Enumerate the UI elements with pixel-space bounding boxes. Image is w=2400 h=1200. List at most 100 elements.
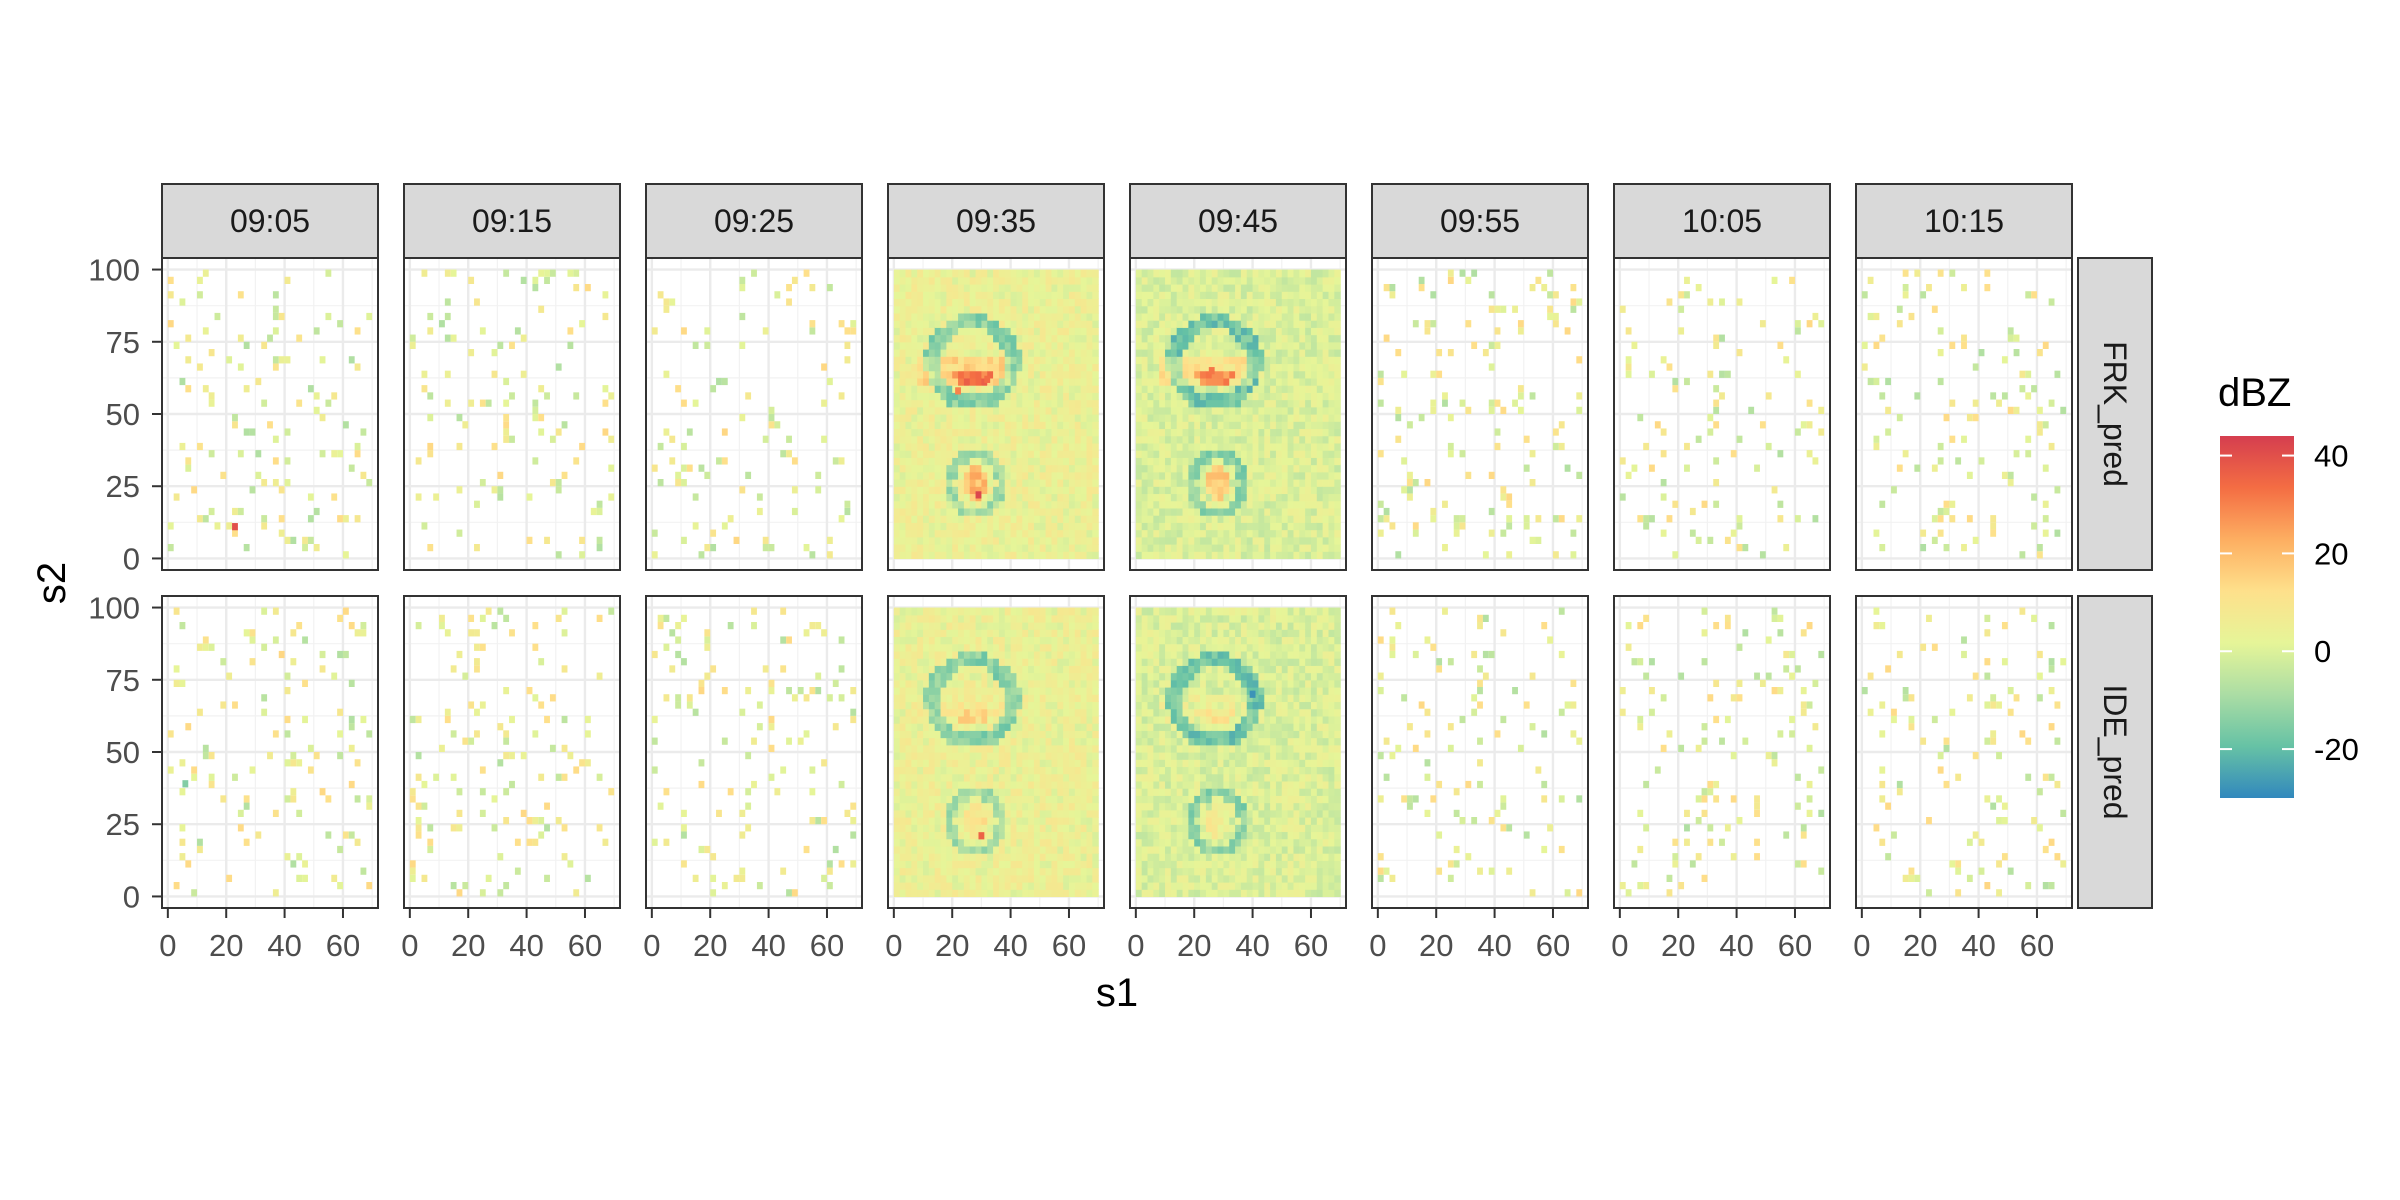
- heatmap-cell: [360, 629, 367, 637]
- heatmap-cell: [1576, 406, 1583, 414]
- heatmap-cell: [905, 464, 912, 473]
- heatmap-cell: [1092, 356, 1099, 365]
- heatmap-cell: [1310, 435, 1318, 444]
- heatmap-cell: [1010, 853, 1018, 861]
- heatmap-cell: [202, 752, 209, 760]
- heatmap-cell: [899, 536, 907, 545]
- heatmap-cell: [809, 788, 816, 796]
- heatmap-cell: [1316, 363, 1324, 372]
- heatmap-cell: [963, 715, 971, 724]
- heatmap-cell: [1920, 529, 1927, 537]
- heatmap-cell: [1517, 327, 1524, 335]
- heatmap-cell: [716, 809, 722, 817]
- heatmap-cell: [809, 320, 816, 328]
- heatmap-cell: [975, 305, 983, 314]
- heatmap-cell: [893, 399, 901, 408]
- heatmap-cell: [946, 536, 953, 545]
- heatmap-cell: [1235, 493, 1242, 502]
- heatmap-cell: [981, 544, 988, 552]
- heatmap-cell: [1328, 320, 1335, 328]
- heatmap-cell: [1322, 414, 1330, 422]
- heatmap-cell: [1051, 298, 1058, 307]
- heatmap-cell: [1039, 284, 1047, 292]
- heatmap-cell: [946, 544, 953, 552]
- heatmap-cell: [1188, 507, 1195, 516]
- heatmap-cell: [1275, 284, 1283, 292]
- heatmap-cell: [1016, 824, 1023, 833]
- heatmap-cell: [1080, 522, 1088, 531]
- heatmap-cell: [1713, 457, 1720, 465]
- heatmap-cell: [1287, 464, 1295, 473]
- heatmap-cell: [958, 291, 965, 300]
- heatmap-cell: [669, 629, 676, 637]
- heatmap-cell: [739, 708, 746, 716]
- heatmap-cell: [1316, 471, 1324, 480]
- heatmap-cell: [1010, 780, 1018, 789]
- heatmap-cell: [249, 428, 256, 436]
- heatmap-cell: [532, 284, 539, 292]
- heatmap-cell: [1287, 284, 1295, 292]
- heatmap-cell: [998, 614, 1006, 623]
- heatmap-cell: [1086, 442, 1093, 451]
- heatmap-cell: [911, 529, 918, 538]
- heatmap-cell: [1170, 334, 1178, 343]
- heatmap-cell: [1200, 515, 1207, 523]
- heatmap-cell: [1194, 471, 1201, 480]
- heatmap-cell: [427, 392, 434, 400]
- heatmap-cell: [934, 291, 942, 300]
- heatmap-cell: [963, 882, 971, 890]
- heatmap-cell: [1305, 486, 1312, 495]
- heatmap-cell: [1004, 766, 1012, 775]
- heatmap-cell: [893, 752, 901, 760]
- heatmap-cell: [1299, 457, 1306, 466]
- heatmap-cell: [1159, 370, 1166, 379]
- heatmap-cell: [538, 428, 545, 436]
- heatmap-cell: [975, 723, 983, 731]
- heatmap-cell: [958, 356, 965, 365]
- heatmap-cell: [1789, 276, 1795, 284]
- heatmap-cell: [319, 788, 326, 796]
- heatmap-cell: [975, 421, 983, 430]
- heatmap-cell: [1310, 536, 1318, 545]
- heatmap-cell: [946, 486, 953, 495]
- heatmap-cell: [1200, 457, 1207, 466]
- heatmap-cell: [579, 551, 585, 559]
- heatmap-cell: [899, 349, 907, 357]
- heatmap-cell: [1165, 392, 1172, 401]
- heatmap-cell: [1080, 399, 1088, 408]
- heatmap-cell: [1270, 493, 1277, 502]
- heatmap-cell: [1217, 442, 1225, 451]
- heatmap-cell: [1092, 269, 1099, 278]
- heatmap-cell: [969, 643, 977, 652]
- heatmap-cell: [1281, 291, 1289, 300]
- heatmap-cell: [987, 766, 994, 775]
- heatmap-cell: [899, 457, 907, 466]
- heatmap-cell: [1004, 658, 1012, 666]
- heatmap-cell: [1281, 414, 1289, 422]
- heatmap-cell: [1147, 479, 1154, 487]
- heatmap-cell: [987, 291, 994, 300]
- heatmap-cell: [1275, 363, 1283, 372]
- heatmap-cell: [1246, 428, 1254, 437]
- heatmap-cell: [1045, 385, 1053, 393]
- heatmap-cell: [998, 838, 1006, 847]
- heatmap-cell: [1471, 269, 1478, 277]
- heatmap-cell: [1281, 327, 1289, 336]
- heatmap-cell: [1068, 269, 1076, 278]
- heatmap-cell: [1430, 406, 1437, 414]
- heatmap-cell: [284, 672, 291, 680]
- heatmap-cell: [1211, 421, 1219, 430]
- heatmap-cell: [1305, 435, 1312, 444]
- heatmap-cell: [998, 672, 1006, 681]
- heatmap-cell: [1170, 421, 1178, 430]
- heatmap-cell: [1322, 298, 1330, 307]
- heatmap-cell: [1016, 457, 1023, 466]
- heatmap-cell: [1176, 471, 1184, 480]
- heatmap-cell: [969, 614, 977, 623]
- heatmap-cells: [167, 607, 373, 897]
- heatmap-cell: [602, 385, 609, 393]
- heatmap-cell: [354, 629, 361, 637]
- heatmap-cell: [958, 752, 965, 760]
- heatmap-cell: [958, 860, 965, 869]
- heatmap-cell: [952, 788, 959, 796]
